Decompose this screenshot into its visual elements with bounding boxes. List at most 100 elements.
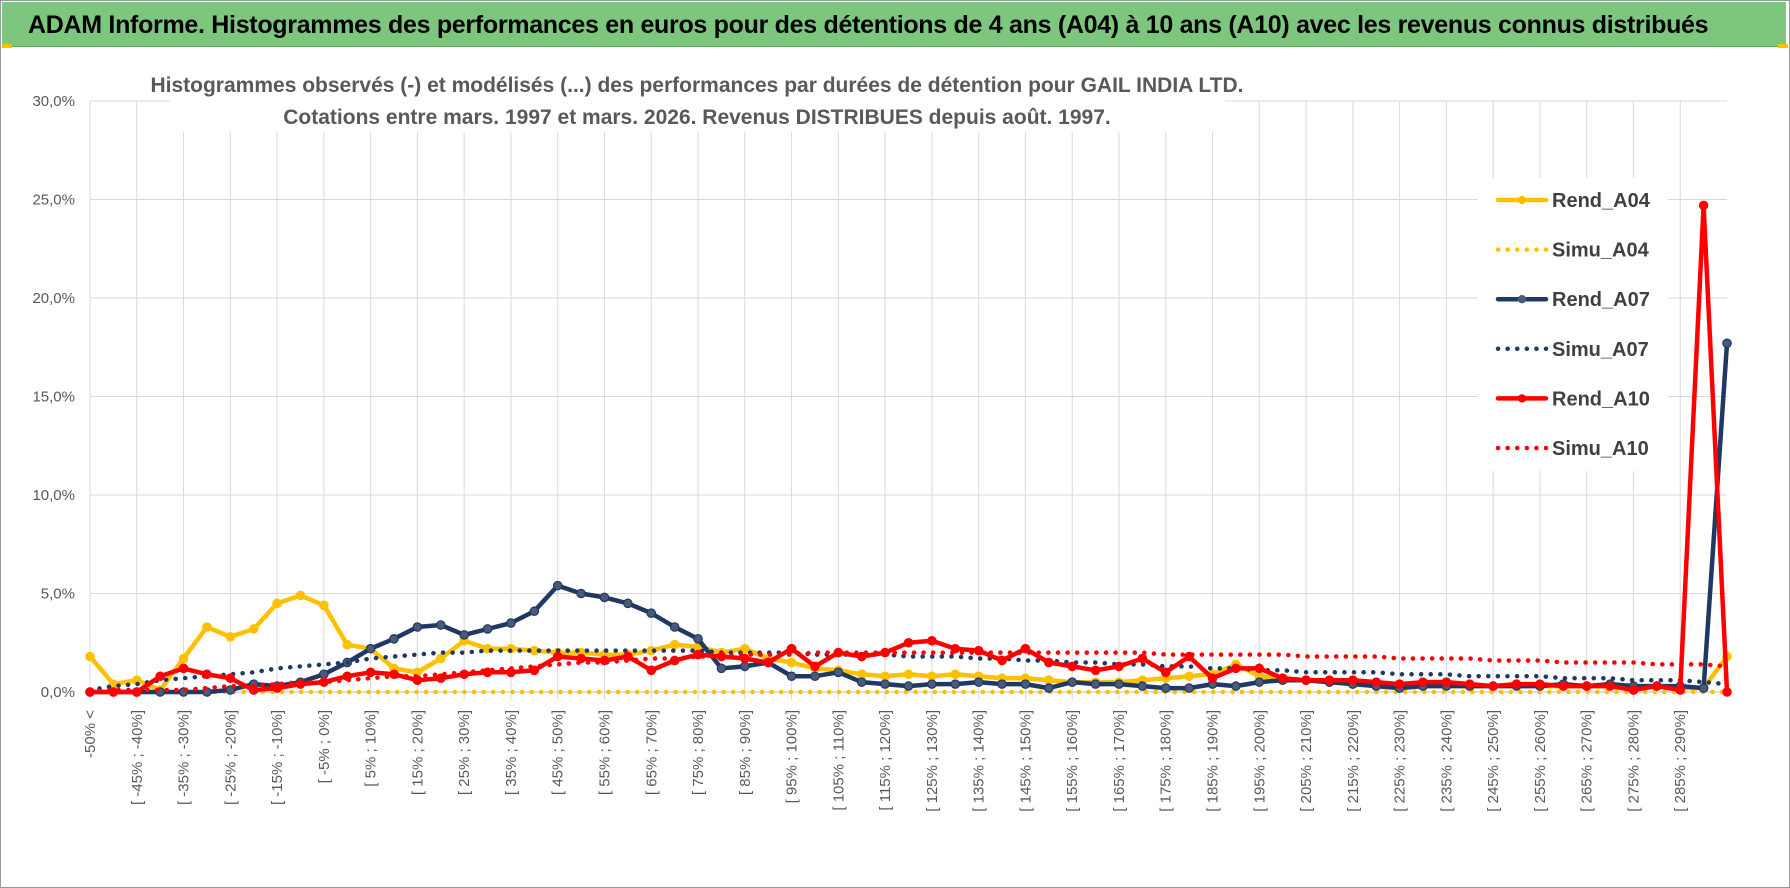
data-point-rend-a04 bbox=[856, 669, 867, 680]
data-point-rend-a10 bbox=[903, 637, 914, 648]
data-point-rend-a07 bbox=[1160, 683, 1171, 693]
data-point-rend-a07 bbox=[552, 580, 563, 591]
y-tick-label: 15,0% bbox=[32, 389, 75, 406]
data-point-rend-a10 bbox=[1722, 687, 1732, 697]
x-tick-label: [ 75% ; 80%] bbox=[690, 710, 707, 795]
data-point-rend-a07 bbox=[833, 667, 844, 678]
data-point-rend-a10 bbox=[1488, 681, 1498, 691]
data-point-rend-a10 bbox=[810, 661, 820, 672]
x-tick-label: [ 115% ; 120%] bbox=[877, 710, 894, 811]
x-tick-label: [ 85% ; 90%] bbox=[737, 710, 754, 795]
data-point-rend-a04 bbox=[85, 651, 95, 662]
data-point-rend-a10 bbox=[1160, 667, 1171, 678]
data-point-rend-a04 bbox=[435, 653, 446, 664]
data-point-rend-a10 bbox=[1464, 679, 1475, 689]
data-point-rend-a10 bbox=[786, 643, 797, 654]
data-point-rend-a10 bbox=[272, 683, 282, 693]
data-point-rend-a10 bbox=[1418, 677, 1428, 687]
chart-subtitle: Cotations entre mars. 1997 et mars. 2026… bbox=[283, 106, 1110, 129]
x-tick-label: [ 95% ; 100%] bbox=[784, 710, 801, 803]
x-tick-label: [ 275% ; 280%] bbox=[1625, 710, 1642, 812]
data-point-rend-a04 bbox=[342, 639, 353, 650]
banner-accent-right bbox=[1778, 44, 1788, 48]
data-point-rend-a10 bbox=[646, 665, 657, 676]
legend-label-rend-a04: Rend_A04 bbox=[1552, 190, 1651, 212]
x-tick-label: [ -35% ; -30%] bbox=[176, 710, 193, 805]
x-axis: -50% < [ -45% ; -40%] [ -35% ; -30%] [ -25%… bbox=[82, 710, 1689, 812]
data-point-rend-a10 bbox=[1652, 681, 1662, 691]
x-tick-label: [ 55% ; 60%] bbox=[596, 710, 613, 795]
data-point-rend-a10 bbox=[1394, 679, 1405, 689]
data-point-rend-a07 bbox=[1067, 677, 1077, 687]
data-point-rend-a10 bbox=[1277, 673, 1288, 684]
chart-title-group: Histogrammes observés (-) et modélisés (… bbox=[150, 66, 1244, 132]
data-point-rend-a04 bbox=[927, 671, 937, 682]
data-point-rend-a04 bbox=[225, 632, 236, 642]
data-point-rend-a10 bbox=[1605, 681, 1615, 691]
x-tick-label: [ 25% ; 30%] bbox=[456, 710, 473, 795]
data-point-rend-a07 bbox=[786, 671, 797, 682]
x-tick-label: [ 135% ; 140%] bbox=[971, 710, 988, 812]
data-point-rend-a10 bbox=[1511, 679, 1522, 689]
data-point-rend-a10 bbox=[1698, 200, 1709, 211]
data-point-rend-a10 bbox=[1090, 665, 1101, 676]
y-tick-label: 0,0% bbox=[41, 684, 75, 701]
data-point-rend-a10 bbox=[1371, 677, 1382, 687]
data-point-rend-a10 bbox=[1114, 661, 1124, 672]
x-tick-label: [ -45% ; -40%] bbox=[129, 710, 146, 805]
data-point-rend-a10 bbox=[1441, 677, 1452, 687]
data-point-rend-a07 bbox=[506, 618, 516, 628]
data-point-rend-a04 bbox=[1184, 671, 1194, 682]
legend-label-rend-a10: Rend_A10 bbox=[1552, 388, 1650, 410]
legend-background bbox=[1478, 178, 1668, 471]
x-tick-label: [ 125% ; 130%] bbox=[924, 710, 941, 812]
data-point-rend-a10 bbox=[1254, 663, 1265, 674]
data-point-rend-a07 bbox=[319, 669, 329, 680]
data-point-rend-a07 bbox=[880, 679, 890, 689]
data-point-rend-a07 bbox=[856, 677, 867, 687]
data-point-rend-a04 bbox=[903, 669, 914, 680]
data-point-rend-a07 bbox=[435, 620, 446, 630]
x-tick-label: -50% < bbox=[82, 710, 99, 758]
data-point-rend-a07 bbox=[716, 663, 727, 674]
y-axis: 0,0% 5,0% 10,0% 15,0% 20,0% 25,0% 30,0% bbox=[32, 93, 75, 701]
data-point-rend-a04 bbox=[1044, 675, 1054, 685]
x-tick-label: [ 105% ; 110%] bbox=[830, 710, 847, 811]
data-point-rend-a10 bbox=[155, 671, 165, 682]
data-point-rend-a07 bbox=[459, 630, 469, 640]
data-point-rend-a07 bbox=[997, 679, 1007, 689]
banner-accent-left bbox=[2, 44, 12, 48]
data-point-rend-a10 bbox=[1581, 681, 1592, 691]
data-point-rend-a10 bbox=[997, 655, 1007, 666]
data-point-rend-a10 bbox=[1348, 675, 1358, 685]
data-point-rend-a04 bbox=[669, 639, 680, 650]
data-point-rend-a07 bbox=[1184, 683, 1194, 693]
data-point-rend-a10 bbox=[1067, 661, 1077, 672]
data-point-rend-a10 bbox=[1675, 685, 1686, 695]
data-point-rend-a07 bbox=[646, 608, 657, 618]
legend-label-simu-a10: Simu_A10 bbox=[1552, 438, 1649, 460]
data-point-rend-a07 bbox=[1020, 679, 1031, 689]
data-point-rend-a10 bbox=[225, 673, 236, 684]
data-point-rend-a10 bbox=[1231, 663, 1241, 674]
data-point-rend-a10 bbox=[202, 669, 212, 680]
legend-marker bbox=[1517, 295, 1527, 304]
data-point-rend-a07 bbox=[389, 634, 399, 644]
data-point-rend-a07 bbox=[482, 624, 493, 634]
x-tick-label: [ -25% ; -20%] bbox=[222, 710, 239, 805]
data-point-rend-a10 bbox=[552, 651, 563, 662]
data-point-rend-a07 bbox=[1231, 681, 1241, 691]
data-point-rend-a07 bbox=[365, 643, 376, 654]
legend-marker bbox=[1517, 394, 1527, 403]
data-point-rend-a04 bbox=[319, 600, 329, 611]
data-point-rend-a07 bbox=[1044, 683, 1054, 693]
x-tick-label: [ 5% ; 10%] bbox=[363, 710, 380, 787]
legend-marker bbox=[1517, 195, 1527, 205]
data-point-rend-a10 bbox=[1207, 673, 1218, 684]
data-point-rend-a10 bbox=[763, 657, 773, 668]
data-point-rend-a07 bbox=[599, 592, 610, 603]
data-point-rend-a04 bbox=[272, 598, 282, 609]
legend-label-simu-a04: Simu_A04 bbox=[1552, 240, 1650, 262]
x-tick-label: [ -5% ; 0%] bbox=[316, 710, 333, 783]
x-tick-label: [ 205% ; 210%] bbox=[1298, 710, 1315, 812]
